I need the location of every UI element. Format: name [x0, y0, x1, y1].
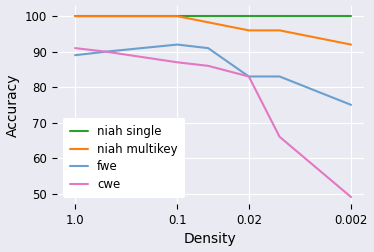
niah single [73, 15, 77, 18]
niah multikey [175, 15, 180, 18]
cwe [104, 50, 108, 53]
Line: niah multikey: niah multikey [75, 16, 351, 45]
fwe [206, 47, 210, 50]
cwe [175, 61, 180, 64]
niah multikey [349, 43, 353, 46]
Legend: niah single, niah multikey, fwe, cwe: niah single, niah multikey, fwe, cwe [63, 118, 185, 198]
cwe [349, 196, 353, 199]
cwe [278, 135, 282, 138]
niah single [175, 15, 180, 18]
fwe [104, 50, 108, 53]
fwe [246, 75, 251, 78]
niah single [246, 15, 251, 18]
fwe [73, 54, 77, 57]
Line: fwe: fwe [75, 45, 351, 105]
cwe [206, 64, 210, 67]
fwe [175, 43, 180, 46]
niah single [349, 15, 353, 18]
niah multikey [73, 15, 77, 18]
cwe [246, 75, 251, 78]
fwe [349, 103, 353, 106]
niah multikey [246, 29, 251, 32]
fwe [278, 75, 282, 78]
niah single [278, 15, 282, 18]
X-axis label: Density: Density [184, 232, 237, 246]
cwe [73, 47, 77, 50]
Y-axis label: Accuracy: Accuracy [6, 73, 19, 137]
Line: cwe: cwe [75, 48, 351, 197]
niah multikey [278, 29, 282, 32]
